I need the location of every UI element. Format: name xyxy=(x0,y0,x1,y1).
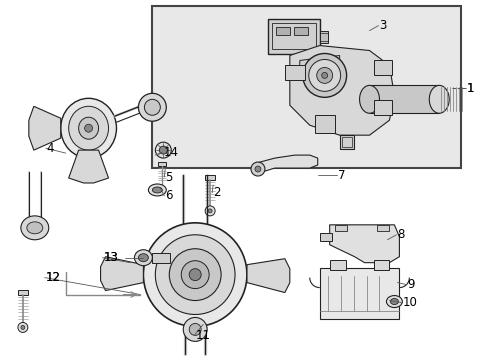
Text: 4: 4 xyxy=(47,141,54,155)
Ellipse shape xyxy=(302,54,346,97)
Text: 8: 8 xyxy=(397,228,404,241)
Ellipse shape xyxy=(138,254,148,262)
Bar xyxy=(275,27,289,35)
Bar xyxy=(293,27,307,35)
Text: 9: 9 xyxy=(407,278,414,291)
Ellipse shape xyxy=(27,222,42,234)
Ellipse shape xyxy=(21,325,25,329)
Bar xyxy=(205,175,215,180)
Ellipse shape xyxy=(428,85,448,113)
Ellipse shape xyxy=(169,249,221,301)
Ellipse shape xyxy=(205,206,215,216)
Bar xyxy=(319,268,399,319)
Polygon shape xyxy=(254,155,317,175)
Ellipse shape xyxy=(144,99,160,115)
Bar xyxy=(319,233,331,241)
Bar xyxy=(18,289,28,294)
Bar xyxy=(377,225,388,231)
Bar xyxy=(369,85,438,113)
Bar xyxy=(267,19,319,54)
Polygon shape xyxy=(329,225,399,263)
Polygon shape xyxy=(299,55,339,80)
Ellipse shape xyxy=(21,216,49,240)
Ellipse shape xyxy=(254,166,261,172)
Bar xyxy=(285,66,304,80)
Polygon shape xyxy=(289,45,394,135)
Ellipse shape xyxy=(189,269,201,280)
Bar xyxy=(319,31,327,42)
Text: 11: 11 xyxy=(195,329,210,342)
Polygon shape xyxy=(29,106,61,150)
Text: 13: 13 xyxy=(103,251,118,264)
Text: 6: 6 xyxy=(165,189,172,202)
Ellipse shape xyxy=(155,235,235,315)
Ellipse shape xyxy=(181,261,209,289)
Bar xyxy=(374,100,392,115)
Text: 3: 3 xyxy=(379,19,386,32)
Ellipse shape xyxy=(152,187,162,193)
Bar xyxy=(373,260,388,270)
Text: 5: 5 xyxy=(165,171,172,184)
Ellipse shape xyxy=(68,106,108,150)
Ellipse shape xyxy=(84,124,92,132)
Ellipse shape xyxy=(200,312,206,316)
Ellipse shape xyxy=(18,323,28,332)
Text: 7: 7 xyxy=(337,168,345,181)
Bar xyxy=(152,253,170,263)
Ellipse shape xyxy=(359,85,379,113)
Ellipse shape xyxy=(250,162,264,176)
Bar xyxy=(152,6,460,168)
Ellipse shape xyxy=(389,298,398,305)
Bar xyxy=(374,60,392,75)
Bar xyxy=(314,115,334,133)
Text: 1: 1 xyxy=(466,82,474,95)
Polygon shape xyxy=(246,259,289,293)
Text: 13: 13 xyxy=(103,251,118,264)
Bar xyxy=(271,23,315,49)
Text: 14: 14 xyxy=(163,145,178,159)
Ellipse shape xyxy=(79,117,99,139)
Bar xyxy=(341,137,351,147)
Polygon shape xyxy=(101,257,143,291)
Ellipse shape xyxy=(308,59,340,91)
Bar xyxy=(329,260,345,270)
Ellipse shape xyxy=(61,98,116,158)
Bar xyxy=(334,225,346,231)
Text: 2: 2 xyxy=(213,186,220,199)
Ellipse shape xyxy=(143,223,246,327)
Ellipse shape xyxy=(208,209,212,213)
Text: 10: 10 xyxy=(402,296,416,309)
Bar xyxy=(158,162,166,166)
Ellipse shape xyxy=(155,142,171,158)
Ellipse shape xyxy=(159,146,167,154)
Ellipse shape xyxy=(183,318,207,341)
Polygon shape xyxy=(68,150,108,183)
Ellipse shape xyxy=(138,93,166,121)
Text: 12: 12 xyxy=(46,271,61,284)
Text: 12: 12 xyxy=(46,271,61,284)
Ellipse shape xyxy=(196,310,210,319)
Ellipse shape xyxy=(316,67,332,84)
Ellipse shape xyxy=(321,72,327,78)
Ellipse shape xyxy=(386,296,402,307)
Bar xyxy=(339,135,353,149)
Ellipse shape xyxy=(148,184,166,196)
Text: 1: 1 xyxy=(466,82,474,95)
Ellipse shape xyxy=(189,323,201,336)
Ellipse shape xyxy=(134,250,152,266)
